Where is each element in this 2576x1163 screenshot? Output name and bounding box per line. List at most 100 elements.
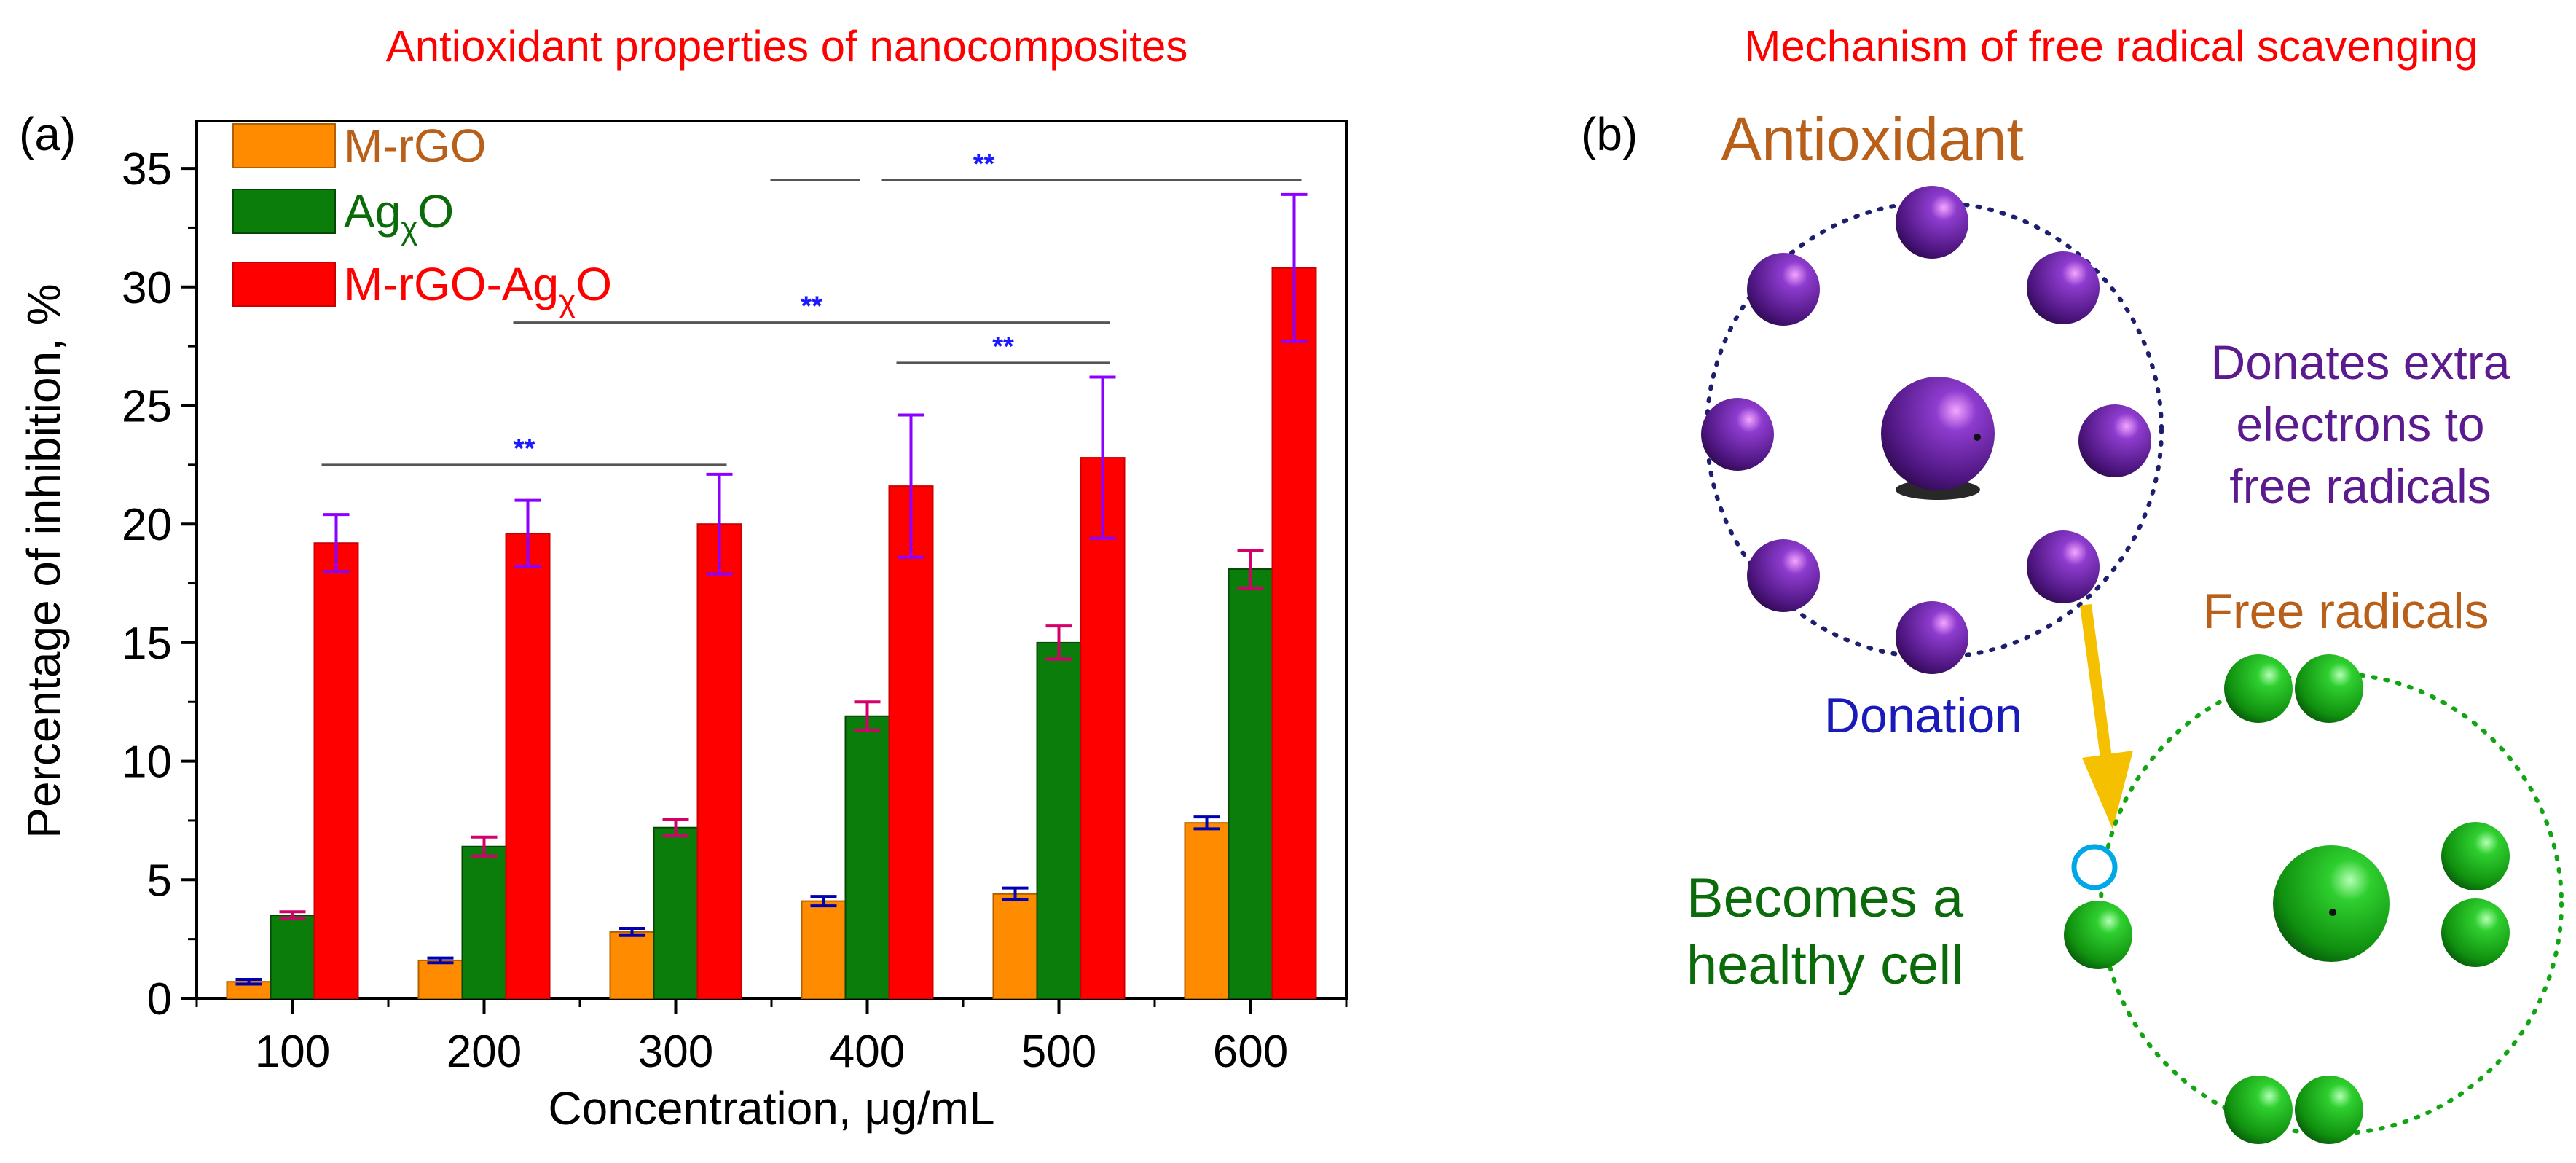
bar-m-rgo-ag-o-300 [696,523,742,999]
bar-ag-o-400 [844,715,890,999]
legend-item: M-rGO-AgχO [232,258,612,319]
free-radical-molecule [2064,654,2564,1144]
bar-m-rgo-ag-o-400 [888,485,934,999]
free-radical-nucleus [2273,845,2390,962]
antioxidant-electron [1701,398,1774,471]
legend-label: M-rGO-AgχO [344,258,612,319]
y-tick-label: 20 [122,500,172,550]
legend-swatch [232,123,336,168]
donation-label: Donation [1824,688,2022,743]
plot-frame [195,120,1348,1000]
legend-label: M-rGO [344,120,487,172]
error-bar [1045,624,1072,661]
error-bar [810,895,837,908]
legend-label: AgχO [344,185,454,246]
significance-bracket: ** [513,291,1110,324]
significance-bracket: ** [770,149,1302,181]
healthy-line-2: healthy cell [1686,934,1963,996]
free-radical-electron [2295,654,2363,723]
bar-ag-o-600 [1228,568,1273,999]
bar-ag-o-300 [653,826,699,1000]
antioxidant-electron [1896,601,1968,674]
significance-bracket: ** [896,332,1110,364]
error-bar [471,835,498,858]
significance-label: ** [801,291,822,322]
x-axis-label: Concentration, μg/mL [548,1082,994,1135]
error-bar [279,910,306,920]
antioxidant-electron [1747,539,1820,612]
y-tick-label: 35 [122,144,172,195]
x-tick-label: 100 [255,1027,330,1077]
bar-ag-o-100 [270,915,315,1000]
free-radical-electron [2295,1076,2363,1144]
antioxidant-electron [2027,251,2100,324]
y-tick-label: 25 [122,381,172,431]
bar-ag-o-500 [1036,641,1082,999]
y-tick-label: 10 [122,737,172,788]
antioxidant-electron [1747,253,1820,326]
legend: M-rGO AgχO M-rGO-AgχO [232,120,612,319]
panel-b: Mechanism of free radical scavenging (b)… [1581,22,2564,1144]
error-bar [323,513,350,573]
donates-line-1: Donates extra [2211,335,2510,389]
error-bar [706,472,733,576]
error-bar [235,977,262,986]
antioxidant-title: Antioxidant [1721,105,2024,173]
donates-text: Donates extra electrons to free radicals [2211,335,2510,513]
antioxidant-electron [1896,186,1968,259]
y-axis: 0 5 10 15 20 25 30 35 [122,144,197,1025]
legend-swatch [232,189,336,234]
error-bar [1193,815,1220,831]
bar-m-rgo-ag-o-100 [313,542,359,999]
panel-b-heading: Mechanism of free radical scavenging [1744,22,2478,71]
bar-m-rgo-500 [992,893,1038,1000]
bar-m-rgo-400 [801,900,847,999]
error-bar [1089,375,1116,540]
free-radical-electron [2441,822,2510,890]
empty-electron-slot [2071,844,2118,890]
panel-a-label: (a) [19,108,76,160]
free-radical-electron [2224,654,2293,723]
bar-m-rgo-ag-o-500 [1080,457,1126,999]
bar-series [226,267,1317,1000]
bar-m-rgo-200 [417,959,463,1000]
error-bar [662,818,689,838]
y-tick-label: 5 [147,855,172,906]
y-tick-label: 30 [122,263,172,313]
y-axis-label: Percentage of inhibition, % [17,283,70,838]
significance-label: ** [514,434,535,464]
error-bar [898,413,924,559]
antioxidant-nucleus [1881,377,1995,490]
legend-swatch [232,262,336,307]
donates-line-3: free radicals [2229,459,2491,513]
x-tick-label: 300 [638,1027,713,1077]
significance-label: ** [992,332,1014,362]
error-bar [854,700,881,732]
panel-b-label: (b) [1581,108,1638,160]
significance-bracket: ** [321,434,727,466]
error-bar [514,498,541,568]
antioxidant-electron [2078,404,2151,477]
error-bars [235,192,1308,986]
donation-arrow [2080,603,2133,829]
donates-line-2: electrons to [2236,397,2484,451]
y-tick-label: 0 [147,974,172,1025]
error-bar [1002,886,1029,901]
healthy-cell-text: Becomes a healthy cell [1686,867,1964,996]
error-bar [1281,192,1308,343]
y-tick-label: 15 [122,619,172,669]
legend-item: M-rGO [232,120,487,172]
antioxidant-orbit [1705,200,2164,659]
x-tick-label: 600 [1213,1027,1288,1077]
healthy-line-1: Becomes a [1686,867,1964,929]
bar-m-rgo-300 [609,931,655,999]
error-bar [1237,548,1264,590]
panel-a: Antioxidant properties of nanocomposites… [17,22,1348,1135]
error-bar [619,927,645,937]
x-tick-label: 500 [1021,1027,1096,1077]
x-axis: 100 200 300 400 500 600 [195,998,1348,1077]
error-bar [427,956,454,965]
x-tick-label: 400 [830,1027,905,1077]
bar-m-rgo-ag-o-600 [1271,267,1317,999]
